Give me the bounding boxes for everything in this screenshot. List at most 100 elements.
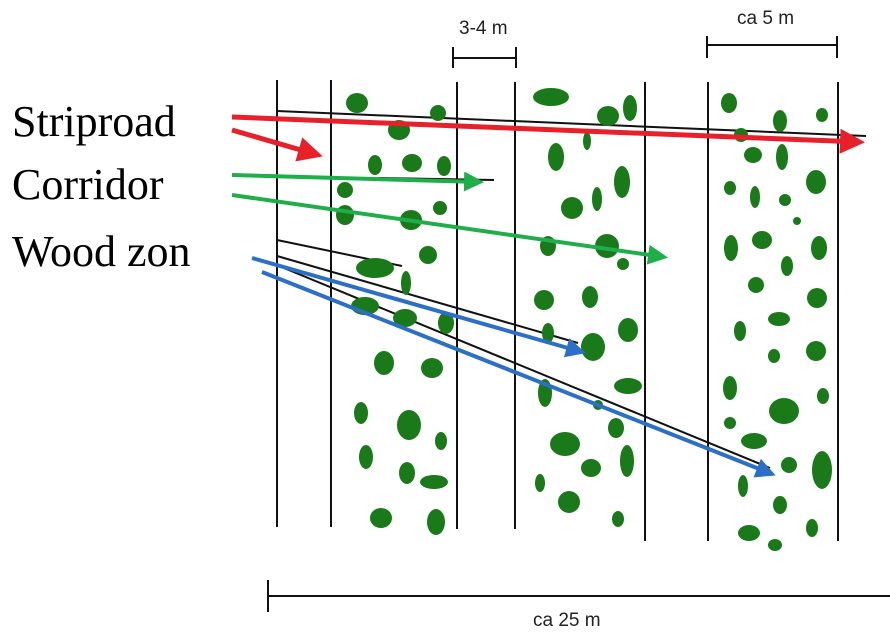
tree — [768, 312, 790, 326]
tree — [724, 235, 738, 261]
dimension-wood-zone — [706, 36, 838, 58]
tree — [370, 508, 392, 528]
tree — [595, 234, 619, 258]
wood-zone-arrow — [261, 270, 776, 478]
tree — [752, 231, 772, 249]
tree — [724, 181, 736, 195]
tree — [427, 509, 445, 535]
tree — [420, 475, 448, 489]
tree — [336, 205, 354, 225]
striproad-arrow — [231, 127, 323, 162]
tree — [781, 256, 793, 276]
tree — [773, 496, 787, 514]
tree — [535, 474, 545, 492]
tree — [550, 432, 580, 456]
striproad-arrow — [231, 114, 865, 154]
striproad-line — [276, 110, 867, 137]
corridor-arrows — [231, 171, 668, 265]
tree — [542, 323, 554, 343]
tree — [744, 147, 762, 163]
tree — [583, 132, 591, 150]
tree — [337, 182, 353, 198]
tree — [346, 93, 368, 113]
tree — [402, 154, 422, 172]
striproad-label: Striproad — [12, 97, 176, 146]
tree — [374, 351, 394, 375]
trees — [336, 88, 832, 551]
tree — [806, 519, 818, 537]
tree — [558, 491, 580, 513]
corridor-arrow — [231, 193, 668, 265]
tree — [620, 445, 634, 477]
tree — [723, 376, 737, 400]
tree — [433, 201, 447, 215]
tree — [597, 106, 619, 126]
tree — [393, 309, 417, 327]
tree — [437, 156, 451, 176]
tree — [748, 277, 764, 293]
tree — [421, 358, 443, 378]
tree — [401, 271, 411, 295]
tree — [397, 410, 421, 440]
tree — [430, 105, 446, 121]
tree — [581, 459, 601, 477]
total-width-label: ca 25 m — [533, 610, 601, 631]
tree — [812, 451, 832, 489]
tree — [612, 511, 624, 527]
tree — [738, 475, 748, 497]
tree — [582, 286, 598, 308]
tree — [781, 457, 797, 473]
wood-zone-arrow — [251, 256, 586, 358]
tree — [806, 170, 826, 194]
tree — [738, 525, 760, 541]
tree — [623, 95, 637, 121]
tree — [724, 417, 736, 429]
tree — [768, 349, 780, 363]
tree — [354, 402, 368, 424]
tree — [816, 108, 828, 122]
dimension-total — [267, 580, 890, 612]
tree — [359, 445, 373, 469]
tree — [548, 143, 564, 171]
tree — [608, 418, 624, 438]
tree — [399, 462, 415, 484]
corridor-line-4 — [278, 265, 771, 469]
tree — [356, 258, 394, 278]
tree — [368, 155, 382, 175]
corridor-width-label: 3-4 m — [459, 18, 508, 39]
tree — [721, 93, 737, 113]
strip-boundaries — [276, 80, 839, 541]
tree — [750, 186, 760, 208]
tree — [807, 288, 827, 308]
tree — [617, 258, 629, 270]
dimension-corridor — [452, 47, 517, 68]
tree — [806, 341, 826, 361]
tree — [561, 197, 583, 219]
tree — [435, 432, 447, 450]
tree — [793, 217, 801, 225]
tree — [769, 398, 799, 424]
corridor-line-3 — [276, 255, 579, 344]
corridor-arrow — [231, 171, 484, 192]
tree — [734, 321, 746, 341]
tree — [614, 378, 642, 394]
wood-zone-arrows — [251, 256, 776, 478]
tree — [419, 246, 437, 264]
tree — [773, 110, 787, 132]
tree — [438, 312, 454, 334]
tree — [741, 433, 767, 449]
wood-zone-width-label: ca 5 m — [737, 8, 794, 29]
tree — [817, 388, 829, 404]
tree — [592, 187, 602, 211]
tree — [618, 318, 638, 342]
corridor-label: Corridor — [12, 160, 164, 209]
wood-zone-label: Wood zon — [12, 227, 191, 276]
tree — [534, 290, 554, 310]
tree — [779, 194, 791, 206]
tree — [768, 539, 782, 551]
tree — [614, 166, 630, 198]
tree — [811, 236, 827, 260]
tree — [533, 88, 569, 106]
